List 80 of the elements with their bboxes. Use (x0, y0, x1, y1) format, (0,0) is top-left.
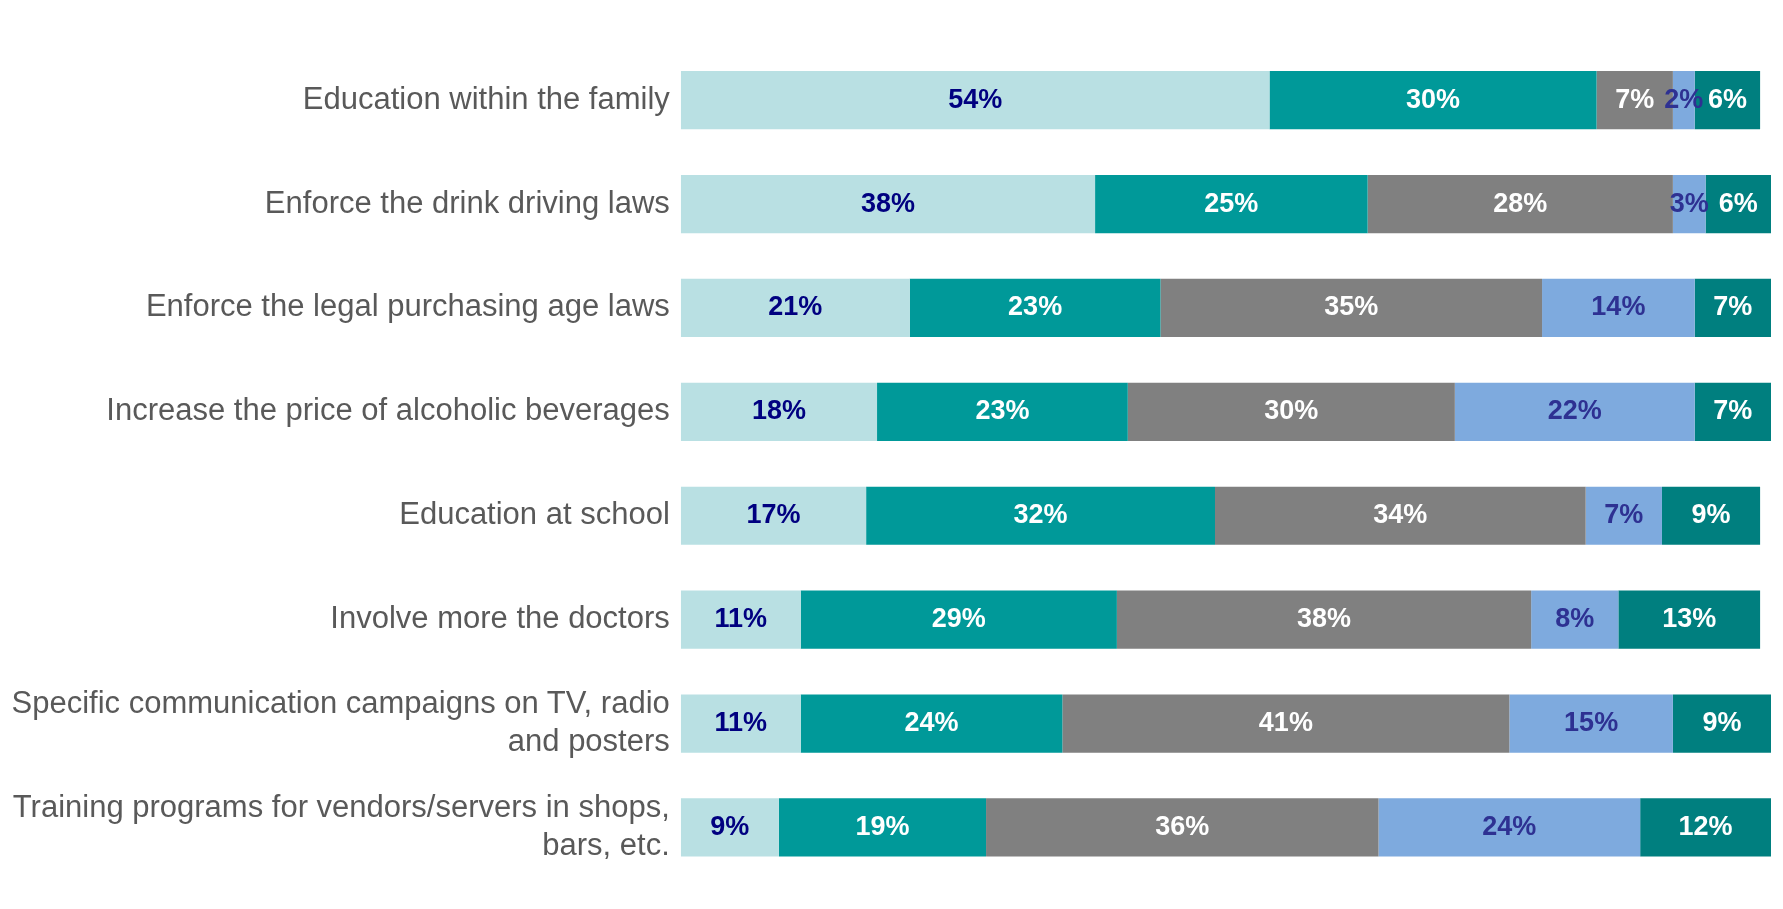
y-tick-label: Enforce the drink driving laws (264, 184, 670, 220)
bar (1585, 486, 1662, 545)
data-label: 7% (1615, 83, 1655, 114)
bar (1160, 278, 1543, 338)
bar (680, 590, 801, 649)
data-label: 41% (1258, 707, 1313, 737)
data-label: 15% (1564, 707, 1619, 737)
data-label: 24% (1482, 810, 1537, 841)
data-label: 11% (714, 603, 768, 634)
bar (1661, 486, 1761, 545)
bar (680, 174, 1096, 234)
data-label: 17% (746, 499, 801, 530)
bar (1618, 590, 1761, 649)
data-label: 23% (1008, 291, 1063, 322)
data-label: 35% (1324, 291, 1379, 322)
data-label: 38% (860, 187, 915, 218)
data-label: 7% (1713, 291, 1753, 322)
data-label: 32% (1013, 499, 1068, 530)
data-label: 36% (1155, 810, 1210, 841)
bar (909, 278, 1161, 338)
y-tick-label: Increase the price of alcoholic beverages (106, 392, 670, 428)
bar (1116, 590, 1532, 649)
data-label: 9% (1691, 499, 1731, 530)
y-tick-label: Education at school (399, 496, 670, 532)
data-label: 9% (710, 810, 750, 841)
bar (1095, 174, 1368, 234)
data-label: 9% (1702, 707, 1742, 737)
data-label: 19% (855, 810, 910, 841)
bar (1378, 798, 1641, 857)
data-label: 7% (1604, 499, 1644, 530)
bar (866, 486, 1215, 545)
bar (1454, 382, 1695, 441)
bar (800, 590, 1117, 649)
bar (680, 486, 867, 545)
bar (877, 382, 1128, 441)
data-label: 30% (1406, 83, 1461, 114)
data-label: 25% (1204, 187, 1259, 218)
bar (680, 278, 910, 338)
data-label: 12% (1678, 810, 1733, 841)
y-tick-label: Involve more the doctors (330, 600, 670, 636)
bar (1672, 694, 1771, 753)
data-label: 13% (1662, 603, 1717, 634)
bar (1694, 382, 1771, 441)
data-label: 23% (975, 395, 1030, 426)
y-tick-label: Specific communication campaigns on TV, radio and posters (11, 685, 670, 758)
data-label: 6% (1718, 187, 1758, 218)
bar (680, 382, 878, 441)
bar (986, 798, 1379, 857)
data-label: 21% (768, 291, 823, 322)
bar (680, 694, 801, 753)
bar (680, 798, 779, 857)
data-label: 7% (1713, 395, 1753, 426)
data-label: 11% (714, 707, 768, 737)
data-label: 8% (1555, 603, 1595, 634)
bar (1542, 278, 1695, 338)
bar (800, 694, 1063, 753)
bar (1694, 278, 1771, 338)
data-label: 34% (1373, 499, 1428, 530)
bar (1640, 798, 1771, 857)
bar (680, 71, 1270, 130)
data-label: 22% (1547, 395, 1602, 426)
data-label: 6% (1707, 83, 1747, 114)
bar (1127, 382, 1455, 441)
bar (1509, 694, 1673, 753)
data-label: 30% (1264, 395, 1319, 426)
data-label: 28% (1493, 187, 1548, 218)
bar (1269, 71, 1597, 130)
y-tick-label: Training programs for vendors/servers in shops, bars, etc. (12, 789, 670, 862)
data-label: 38% (1296, 603, 1352, 634)
y-tick-label: Education within the family (302, 80, 671, 116)
bar (778, 798, 987, 857)
y-tick-label: Enforce the legal purchasing age laws (145, 288, 670, 324)
data-label: 24% (904, 707, 959, 737)
bar (1215, 486, 1586, 545)
data-label: 29% (931, 603, 986, 634)
data-label: 54% (948, 83, 1003, 114)
bar (1531, 590, 1619, 649)
data-label: 14% (1591, 291, 1646, 322)
data-label: 18% (751, 395, 806, 426)
bar (1062, 694, 1510, 753)
